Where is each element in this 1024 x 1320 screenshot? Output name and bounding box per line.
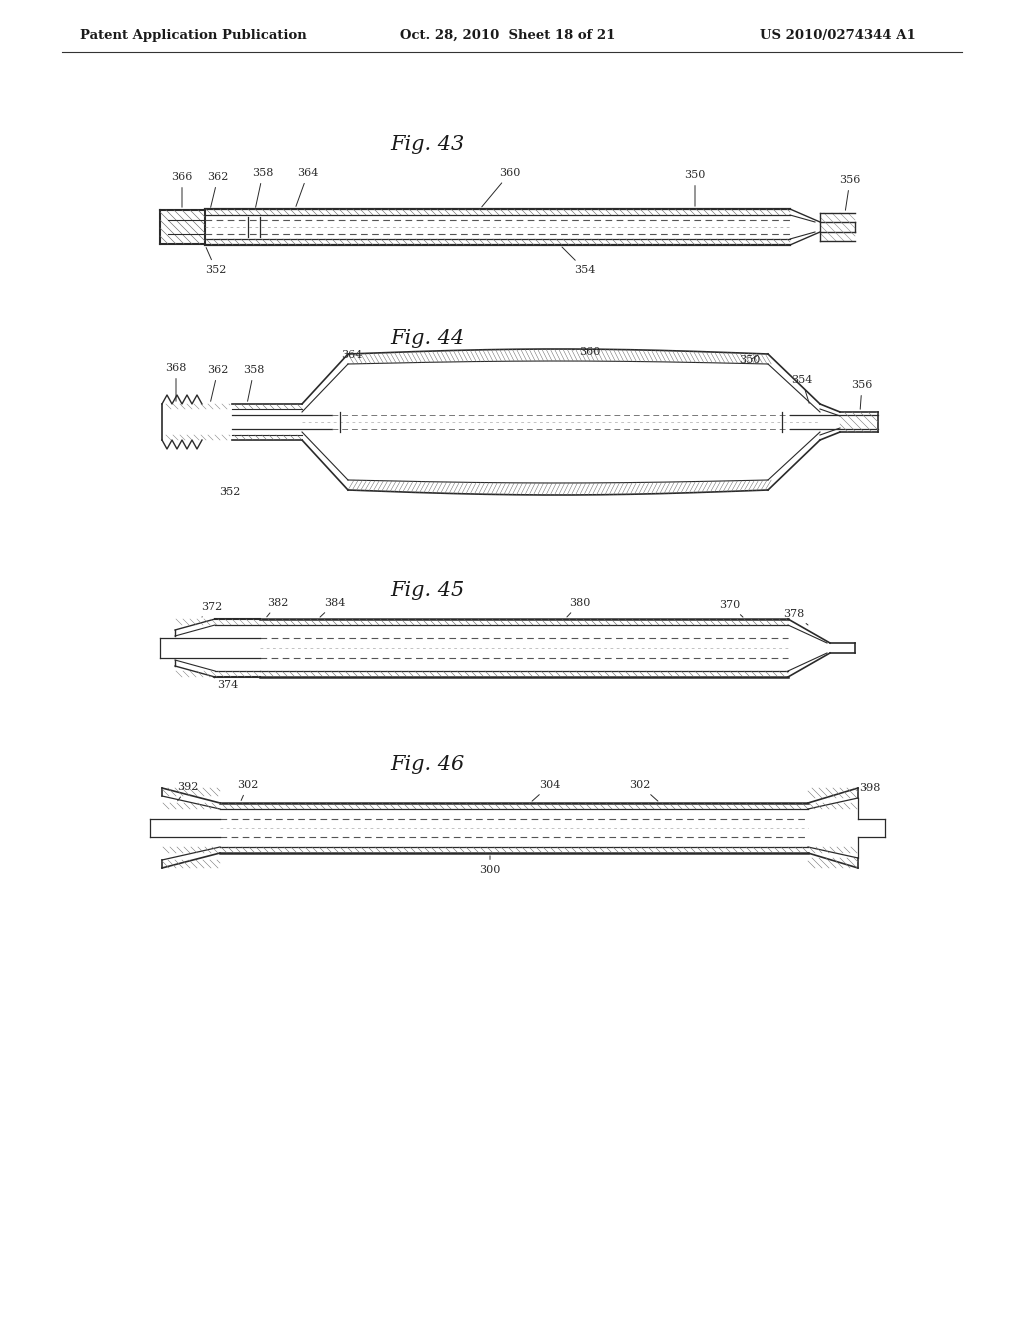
Text: Oct. 28, 2010  Sheet 18 of 21: Oct. 28, 2010 Sheet 18 of 21 [400, 29, 615, 41]
Text: 380: 380 [567, 598, 591, 616]
Text: Fig. 45: Fig. 45 [390, 581, 464, 599]
Text: 368: 368 [165, 363, 186, 401]
Text: 352: 352 [206, 248, 226, 275]
Text: 350: 350 [739, 355, 761, 366]
Text: 364: 364 [296, 168, 318, 206]
Text: 354: 354 [792, 375, 813, 404]
Text: 382: 382 [267, 598, 289, 616]
Text: 362: 362 [207, 172, 228, 207]
Text: Fig. 46: Fig. 46 [390, 755, 464, 775]
Text: 366: 366 [171, 172, 193, 207]
Text: 354: 354 [562, 247, 596, 275]
Text: 302: 302 [630, 780, 658, 801]
Text: US 2010/0274344 A1: US 2010/0274344 A1 [760, 29, 915, 41]
Text: 362: 362 [207, 366, 228, 401]
Text: 356: 356 [840, 176, 861, 210]
Text: 392: 392 [177, 781, 199, 801]
Text: Fig. 44: Fig. 44 [390, 329, 464, 347]
Text: 356: 356 [851, 380, 872, 409]
Text: 372: 372 [202, 602, 222, 616]
Text: 364: 364 [341, 350, 362, 360]
Text: 370: 370 [720, 601, 743, 618]
Text: 350: 350 [684, 170, 706, 206]
Text: Patent Application Publication: Patent Application Publication [80, 29, 307, 41]
Text: 398: 398 [859, 783, 881, 793]
Text: 384: 384 [321, 598, 346, 616]
Text: 360: 360 [481, 168, 520, 207]
Text: 358: 358 [252, 168, 273, 207]
Text: 360: 360 [572, 347, 601, 356]
Text: 358: 358 [244, 366, 264, 401]
Text: 374: 374 [213, 677, 239, 690]
Text: 378: 378 [783, 609, 808, 624]
Text: 300: 300 [479, 855, 501, 875]
Text: Fig. 43: Fig. 43 [390, 136, 464, 154]
Text: 352: 352 [219, 487, 241, 498]
Text: 302: 302 [238, 780, 259, 800]
Text: 304: 304 [532, 780, 561, 801]
